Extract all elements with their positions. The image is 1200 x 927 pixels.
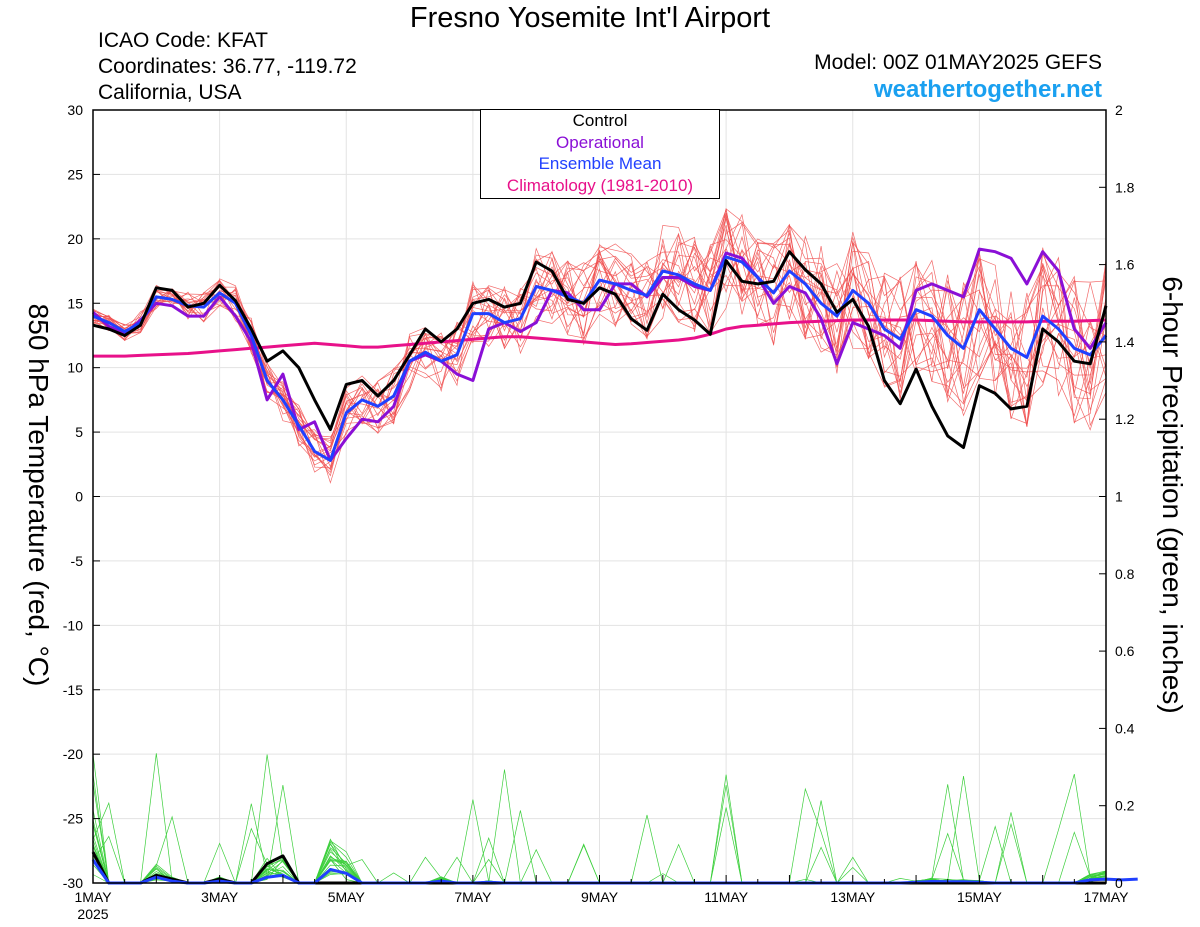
y-tick-label: 30 — [67, 102, 83, 118]
y-tick-label: -5 — [71, 553, 84, 569]
y-tick-label: 15 — [67, 295, 83, 311]
y-tick-label: 0 — [75, 489, 83, 505]
ensemble-member-line — [92, 235, 1107, 473]
region: California, USA — [98, 81, 242, 104]
x-tick-label: 5MAY — [328, 889, 366, 905]
series-ensemble-mean — [92, 255, 1108, 462]
y-tick-label: -10 — [63, 617, 83, 633]
series-control — [92, 250, 1108, 449]
legend-operational: Operational — [556, 132, 644, 152]
x-tick-label: 9MAY — [581, 889, 619, 905]
ensemble-member-line — [92, 224, 1107, 442]
series-operational — [92, 247, 1108, 462]
y-tick-label: -30 — [63, 875, 83, 891]
model-label: Model: 00Z 01MAY2025 GEFS — [814, 51, 1102, 74]
y-tick-label: 5 — [75, 424, 83, 440]
series-ensemble-mean-precip — [91, 858, 1138, 885]
legend-mean: Ensemble Mean — [538, 154, 662, 173]
y2-tick-label: 0.6 — [1115, 643, 1135, 659]
y-axis-label: 850 hPa Temperature (red, °C) — [23, 303, 54, 687]
x-tick-label: 15MAY — [957, 889, 1003, 905]
ensemble-member-line — [92, 208, 1107, 466]
coordinates: Coordinates: 36.77, -119.72 — [98, 55, 357, 78]
x-tick-label: 17MAY — [1084, 889, 1130, 905]
y2-tick-label: 1.4 — [1115, 334, 1135, 350]
y-tick-label: -25 — [63, 811, 83, 827]
y2-axis-label: 6-hour Precipitation (green, inches) — [1157, 276, 1188, 714]
icao-code: ICAO Code: KFAT — [98, 29, 268, 52]
y2-tick-label: 1.8 — [1115, 179, 1135, 195]
y-tick-label: -15 — [63, 682, 83, 698]
legend-control: Control — [572, 111, 628, 130]
site-link[interactable]: weathertogether.net — [873, 76, 1102, 103]
y2-tick-label: 1 — [1115, 489, 1123, 505]
y-tick-label: 10 — [67, 360, 83, 376]
y2-tick-label: 0 — [1115, 875, 1123, 891]
x-tick-label: 1MAY — [74, 889, 112, 905]
y-tick-label: 25 — [67, 166, 83, 182]
grid-lines — [92, 109, 1107, 884]
x-tick-label: 13MAY — [830, 889, 876, 905]
chart-title: Fresno Yosemite Int'l Airport — [409, 2, 771, 34]
y2-tick-label: 1.6 — [1115, 257, 1135, 273]
y-tick-label: 20 — [67, 231, 83, 247]
legend-climatology: Climatology (1981-2010) — [506, 175, 694, 195]
y-tick-label: -20 — [63, 746, 83, 762]
x-tick-label: 7MAY — [454, 889, 492, 905]
x-year-label: 2025 — [77, 906, 108, 922]
y2-tick-label: 0.4 — [1115, 720, 1135, 736]
x-tick-label: 3MAY — [201, 889, 239, 905]
x-tick-label: 11MAY — [704, 889, 748, 905]
y2-tick-label: 2 — [1115, 102, 1123, 118]
axis-ticks: 302520151050-5-10-15-20-25-3021.81.61.41… — [63, 102, 1135, 922]
ensemble-member-line — [92, 244, 1107, 454]
y2-tick-label: 0.2 — [1115, 798, 1135, 814]
legend: Control Operational Ensemble Mean Climat… — [480, 109, 720, 199]
y2-tick-label: 0.8 — [1115, 566, 1135, 582]
ensemble-member-line — [92, 218, 1107, 438]
y2-tick-label: 1.2 — [1115, 411, 1135, 427]
